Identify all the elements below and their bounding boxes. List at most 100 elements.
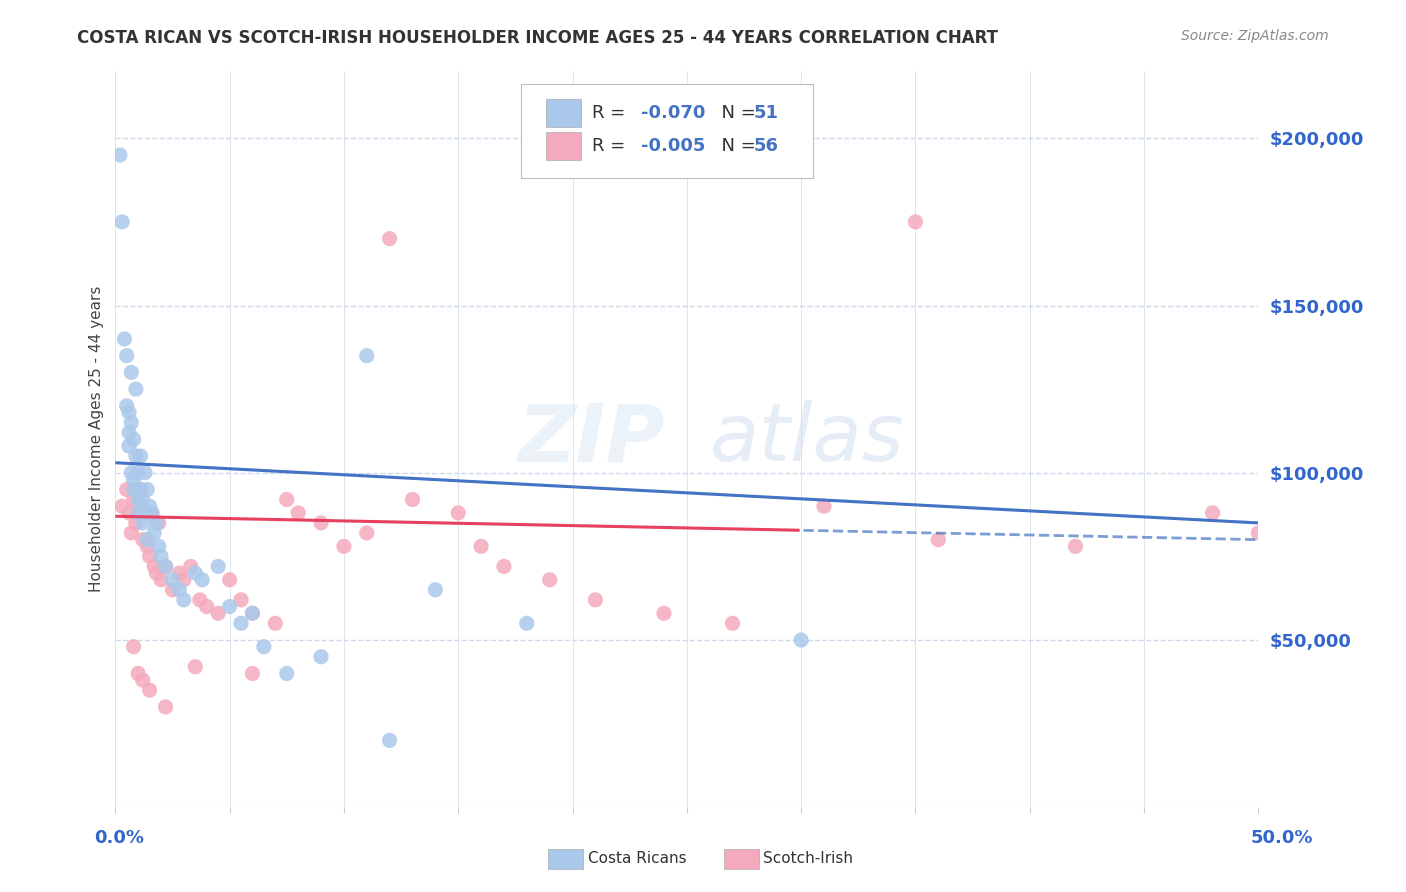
Point bbox=[425, 582, 447, 597]
Text: COSTA RICAN VS SCOTCH-IRISH HOUSEHOLDER INCOME AGES 25 - 44 YEARS CORRELATION CH: COSTA RICAN VS SCOTCH-IRISH HOUSEHOLDER … bbox=[77, 29, 998, 47]
Point bbox=[127, 492, 149, 507]
Point bbox=[378, 232, 401, 246]
Point bbox=[122, 483, 145, 497]
Point bbox=[155, 559, 177, 574]
Point bbox=[652, 607, 675, 621]
Point bbox=[242, 607, 264, 621]
Point bbox=[115, 399, 138, 413]
Point bbox=[309, 516, 332, 530]
Point bbox=[1201, 506, 1223, 520]
Point bbox=[264, 616, 287, 631]
Point bbox=[242, 666, 264, 681]
Point bbox=[118, 406, 141, 420]
Point bbox=[287, 506, 309, 520]
Text: -0.070: -0.070 bbox=[641, 103, 706, 121]
Point bbox=[118, 439, 141, 453]
Point bbox=[118, 506, 141, 520]
Point bbox=[188, 592, 211, 607]
Point bbox=[276, 492, 298, 507]
Point bbox=[138, 500, 160, 514]
Point bbox=[143, 526, 166, 541]
Point bbox=[127, 500, 149, 514]
Point bbox=[132, 492, 155, 507]
Point bbox=[169, 582, 191, 597]
Point bbox=[127, 466, 149, 480]
Point bbox=[111, 500, 134, 514]
Text: R =: R = bbox=[592, 103, 631, 121]
Text: 50.0%: 50.0% bbox=[1251, 829, 1313, 847]
Point bbox=[155, 559, 177, 574]
Point bbox=[276, 666, 298, 681]
Text: -0.005: -0.005 bbox=[641, 136, 706, 154]
Point bbox=[904, 215, 927, 229]
Point bbox=[150, 573, 173, 587]
Point bbox=[155, 699, 177, 714]
Point bbox=[134, 506, 156, 520]
Point bbox=[790, 633, 813, 648]
Point bbox=[191, 573, 214, 587]
Point bbox=[108, 148, 131, 162]
Point bbox=[111, 215, 134, 229]
Point bbox=[538, 573, 561, 587]
Text: 0.0%: 0.0% bbox=[94, 829, 145, 847]
Point bbox=[721, 616, 744, 631]
Point bbox=[184, 660, 207, 674]
Text: atlas: atlas bbox=[710, 401, 904, 478]
Point bbox=[125, 382, 148, 396]
Point bbox=[122, 433, 145, 447]
Point bbox=[129, 483, 152, 497]
Point bbox=[229, 592, 252, 607]
Point bbox=[169, 566, 191, 581]
Point bbox=[333, 539, 356, 553]
Point bbox=[132, 673, 155, 688]
Point bbox=[173, 592, 195, 607]
Point bbox=[470, 539, 492, 553]
Point bbox=[120, 466, 142, 480]
Point bbox=[356, 349, 378, 363]
Point bbox=[207, 607, 229, 621]
Point bbox=[120, 366, 142, 380]
Point bbox=[309, 649, 332, 664]
Point bbox=[129, 483, 152, 497]
Point bbox=[180, 559, 202, 574]
Point bbox=[492, 559, 515, 574]
Point bbox=[184, 566, 207, 581]
Point bbox=[127, 666, 149, 681]
Point bbox=[122, 473, 145, 487]
Point bbox=[162, 573, 184, 587]
Point bbox=[115, 483, 138, 497]
Point bbox=[162, 582, 184, 597]
Point bbox=[207, 559, 229, 574]
Point bbox=[134, 506, 156, 520]
Point bbox=[141, 506, 163, 520]
Point bbox=[1064, 539, 1087, 553]
Point bbox=[141, 506, 163, 520]
Point bbox=[229, 616, 252, 631]
Point bbox=[136, 539, 159, 553]
Point bbox=[927, 533, 949, 547]
Text: ZIP: ZIP bbox=[516, 401, 664, 478]
Point bbox=[132, 533, 155, 547]
Point bbox=[242, 607, 264, 621]
Point bbox=[129, 449, 152, 463]
Text: Costa Ricans: Costa Ricans bbox=[588, 852, 686, 866]
Point bbox=[150, 549, 173, 564]
Point bbox=[134, 466, 156, 480]
Point bbox=[127, 506, 149, 520]
Point bbox=[253, 640, 276, 654]
Bar bbox=[547, 99, 581, 127]
Point bbox=[122, 492, 145, 507]
Text: 56: 56 bbox=[754, 136, 778, 154]
Point bbox=[145, 566, 167, 581]
Point bbox=[173, 573, 195, 587]
Point bbox=[516, 616, 538, 631]
Text: R =: R = bbox=[592, 136, 631, 154]
Text: Source: ZipAtlas.com: Source: ZipAtlas.com bbox=[1181, 29, 1329, 44]
Point bbox=[218, 599, 240, 614]
Point bbox=[148, 539, 170, 553]
Text: N =: N = bbox=[710, 103, 761, 121]
Point bbox=[813, 500, 835, 514]
Point bbox=[401, 492, 423, 507]
Text: 51: 51 bbox=[754, 103, 778, 121]
Y-axis label: Householder Income Ages 25 - 44 years: Householder Income Ages 25 - 44 years bbox=[89, 286, 104, 592]
